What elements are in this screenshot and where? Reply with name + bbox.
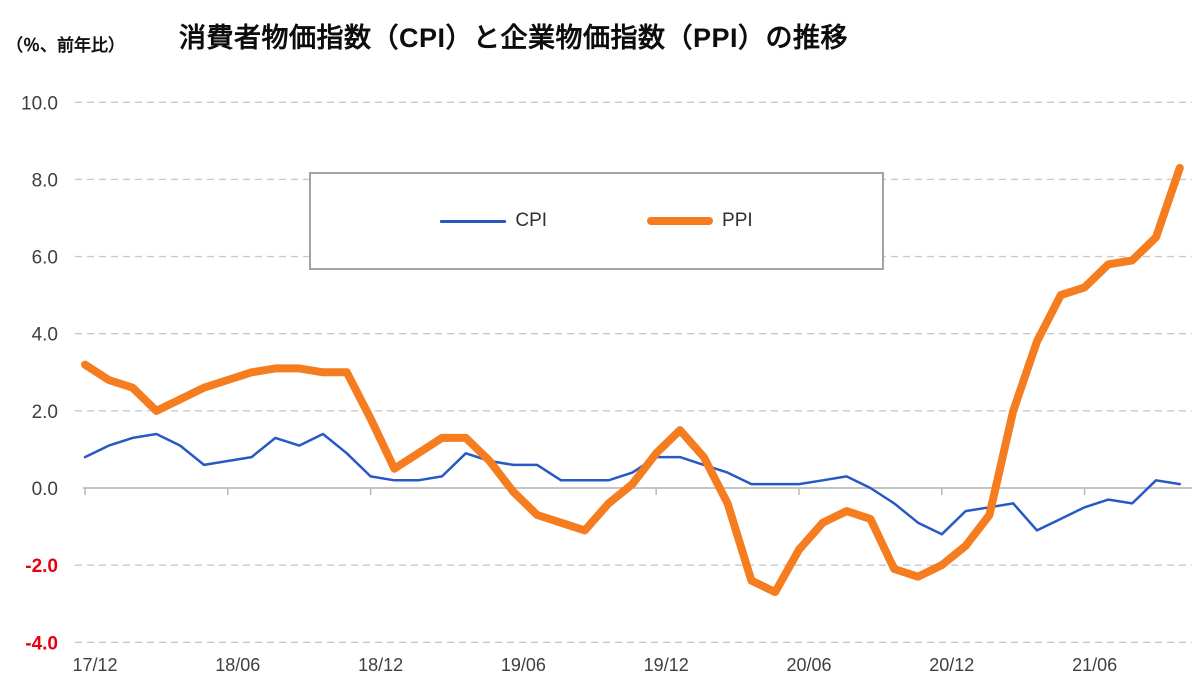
cpi-line <box>83 432 1182 536</box>
x-axis-label: 17/12 <box>72 655 117 675</box>
ppi-line <box>81 163 1184 597</box>
x-axis-label: 21/06 <box>1072 655 1117 675</box>
x-axis-label: 18/12 <box>358 655 403 675</box>
y-axis-label: 2.0 <box>32 402 58 423</box>
y-axis-label: 8.0 <box>32 170 58 191</box>
y-axis-label: 0.0 <box>32 479 58 500</box>
cpi-line-swatch <box>440 219 507 223</box>
y-axis-label: -4.0 <box>25 633 58 654</box>
legend-label-cpi: CPI <box>515 210 548 231</box>
x-axis-label: 20/12 <box>929 655 974 675</box>
x-axis-label: 19/06 <box>501 655 546 675</box>
y-axis-label: 6.0 <box>32 248 58 269</box>
legend-label-ppi: PPI <box>722 210 753 231</box>
legend-item-ppi: PPI <box>647 210 753 232</box>
ppi-line-swatch <box>647 217 714 225</box>
y-axis-label: -2.0 <box>25 556 58 577</box>
x-axis-label: 20/06 <box>786 655 831 675</box>
chart-title: 消費者物価指数（CPI）と企業物価指数（PPI）の推移 <box>179 23 849 53</box>
x-axis-label: 18/06 <box>215 655 260 675</box>
legend-item-cpi: CPI <box>440 210 547 232</box>
y-axis-unit-label: （％、前年比） <box>6 36 125 55</box>
y-axis-label: 4.0 <box>32 325 58 346</box>
y-axis-label: 10.0 <box>21 93 58 114</box>
x-axis-label: 19/12 <box>644 655 689 675</box>
legend-box: CPI PPI <box>309 172 884 270</box>
